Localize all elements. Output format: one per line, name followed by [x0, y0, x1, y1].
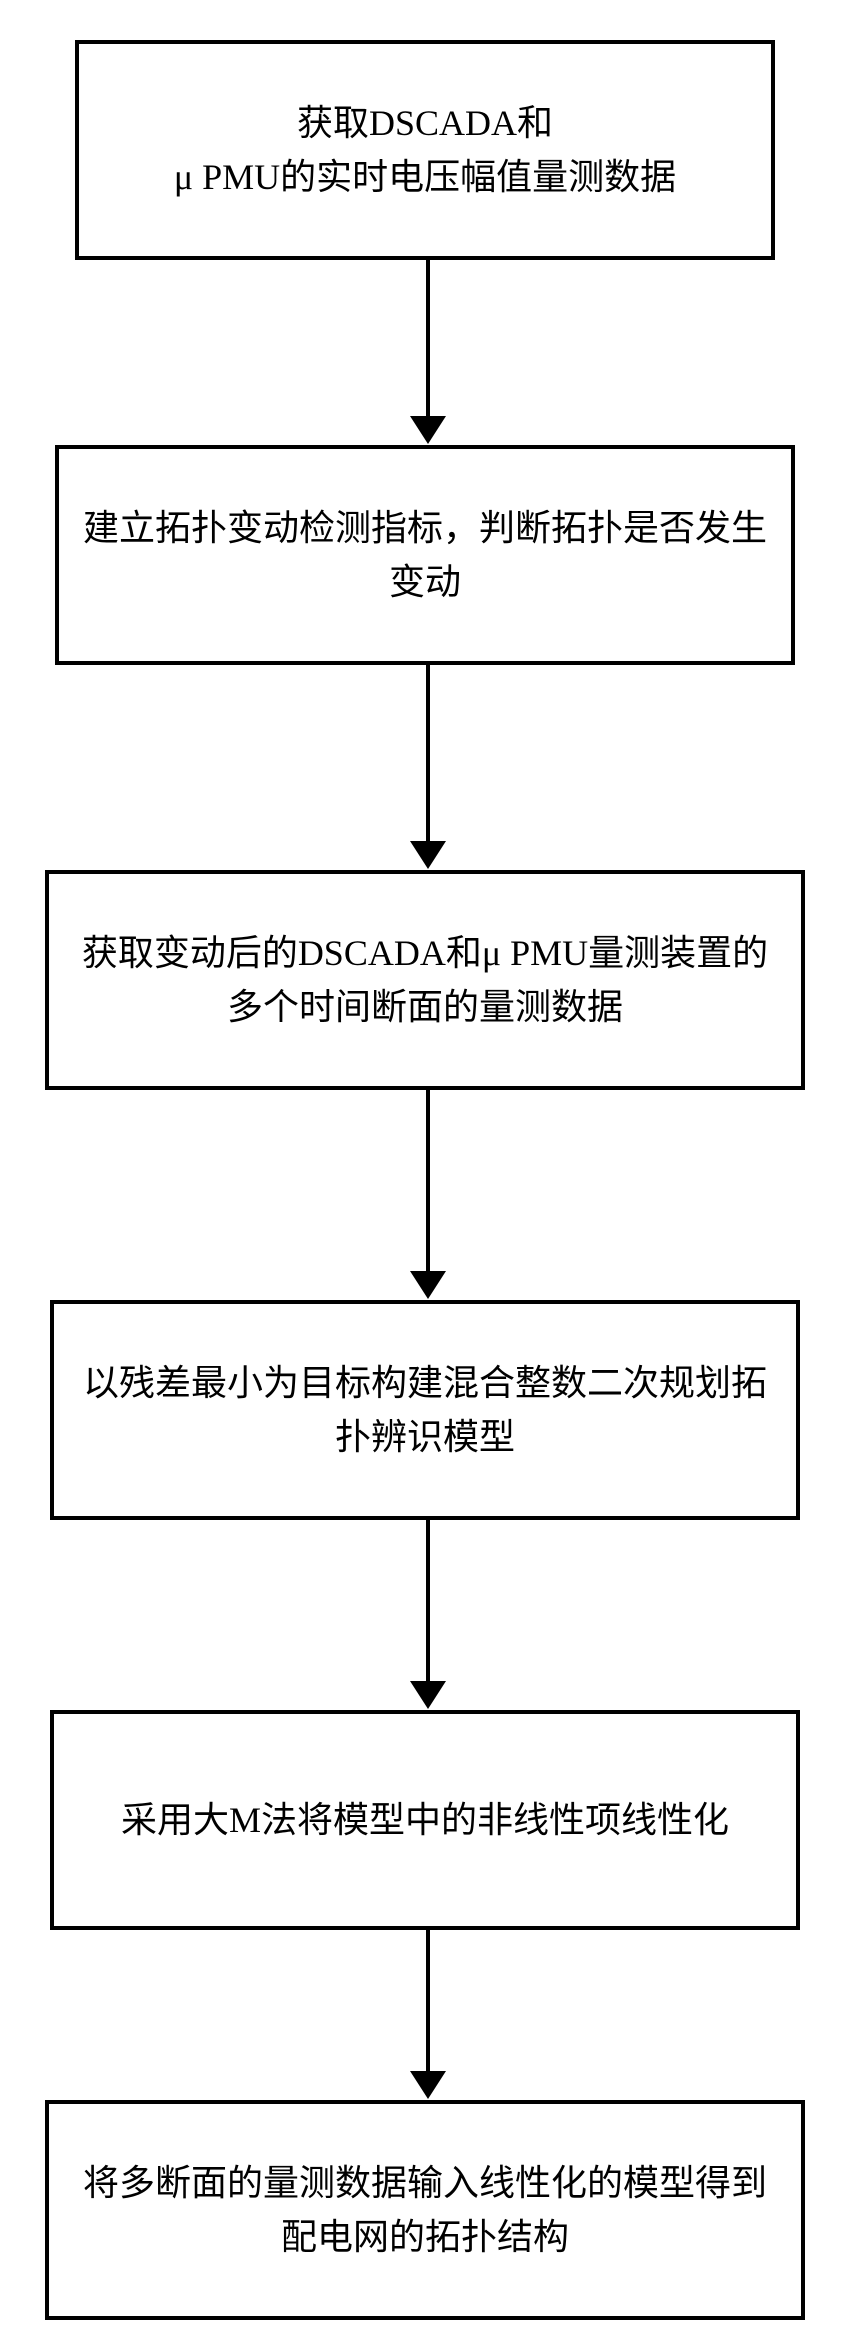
- arrow-3-4: [410, 1090, 446, 1299]
- flow-node-1-label: 获取DSCADA和μ PMU的实时电压幅值量测数据: [174, 96, 676, 204]
- flow-node-5: 采用大M法将模型中的非线性项线性化: [50, 1710, 800, 1930]
- arrow-1-2: [410, 260, 446, 444]
- flow-node-6-label: 将多断面的量测数据输入线性化的模型得到配电网的拓扑结构: [69, 2156, 781, 2264]
- flow-node-3-label: 获取变动后的DSCADA和μ PMU量测装置的多个时间断面的量测数据: [69, 926, 781, 1034]
- flowchart-container: 获取DSCADA和μ PMU的实时电压幅值量测数据 建立拓扑变动检测指标，判断拓…: [0, 0, 855, 2352]
- flow-node-4-label: 以残差最小为目标构建混合整数二次规划拓扑辨识模型: [74, 1356, 776, 1464]
- flow-node-1: 获取DSCADA和μ PMU的实时电压幅值量测数据: [75, 40, 775, 260]
- flow-node-2-label: 建立拓扑变动检测指标，判断拓扑是否发生变动: [79, 501, 771, 609]
- arrow-2-3: [410, 665, 446, 869]
- flow-node-3: 获取变动后的DSCADA和μ PMU量测装置的多个时间断面的量测数据: [45, 870, 805, 1090]
- arrow-5-6: [410, 1930, 446, 2099]
- flow-node-5-label: 采用大M法将模型中的非线性项线性化: [121, 1793, 729, 1847]
- flow-node-4: 以残差最小为目标构建混合整数二次规划拓扑辨识模型: [50, 1300, 800, 1520]
- arrow-4-5: [410, 1520, 446, 1709]
- flow-node-6: 将多断面的量测数据输入线性化的模型得到配电网的拓扑结构: [45, 2100, 805, 2320]
- flow-node-2: 建立拓扑变动检测指标，判断拓扑是否发生变动: [55, 445, 795, 665]
